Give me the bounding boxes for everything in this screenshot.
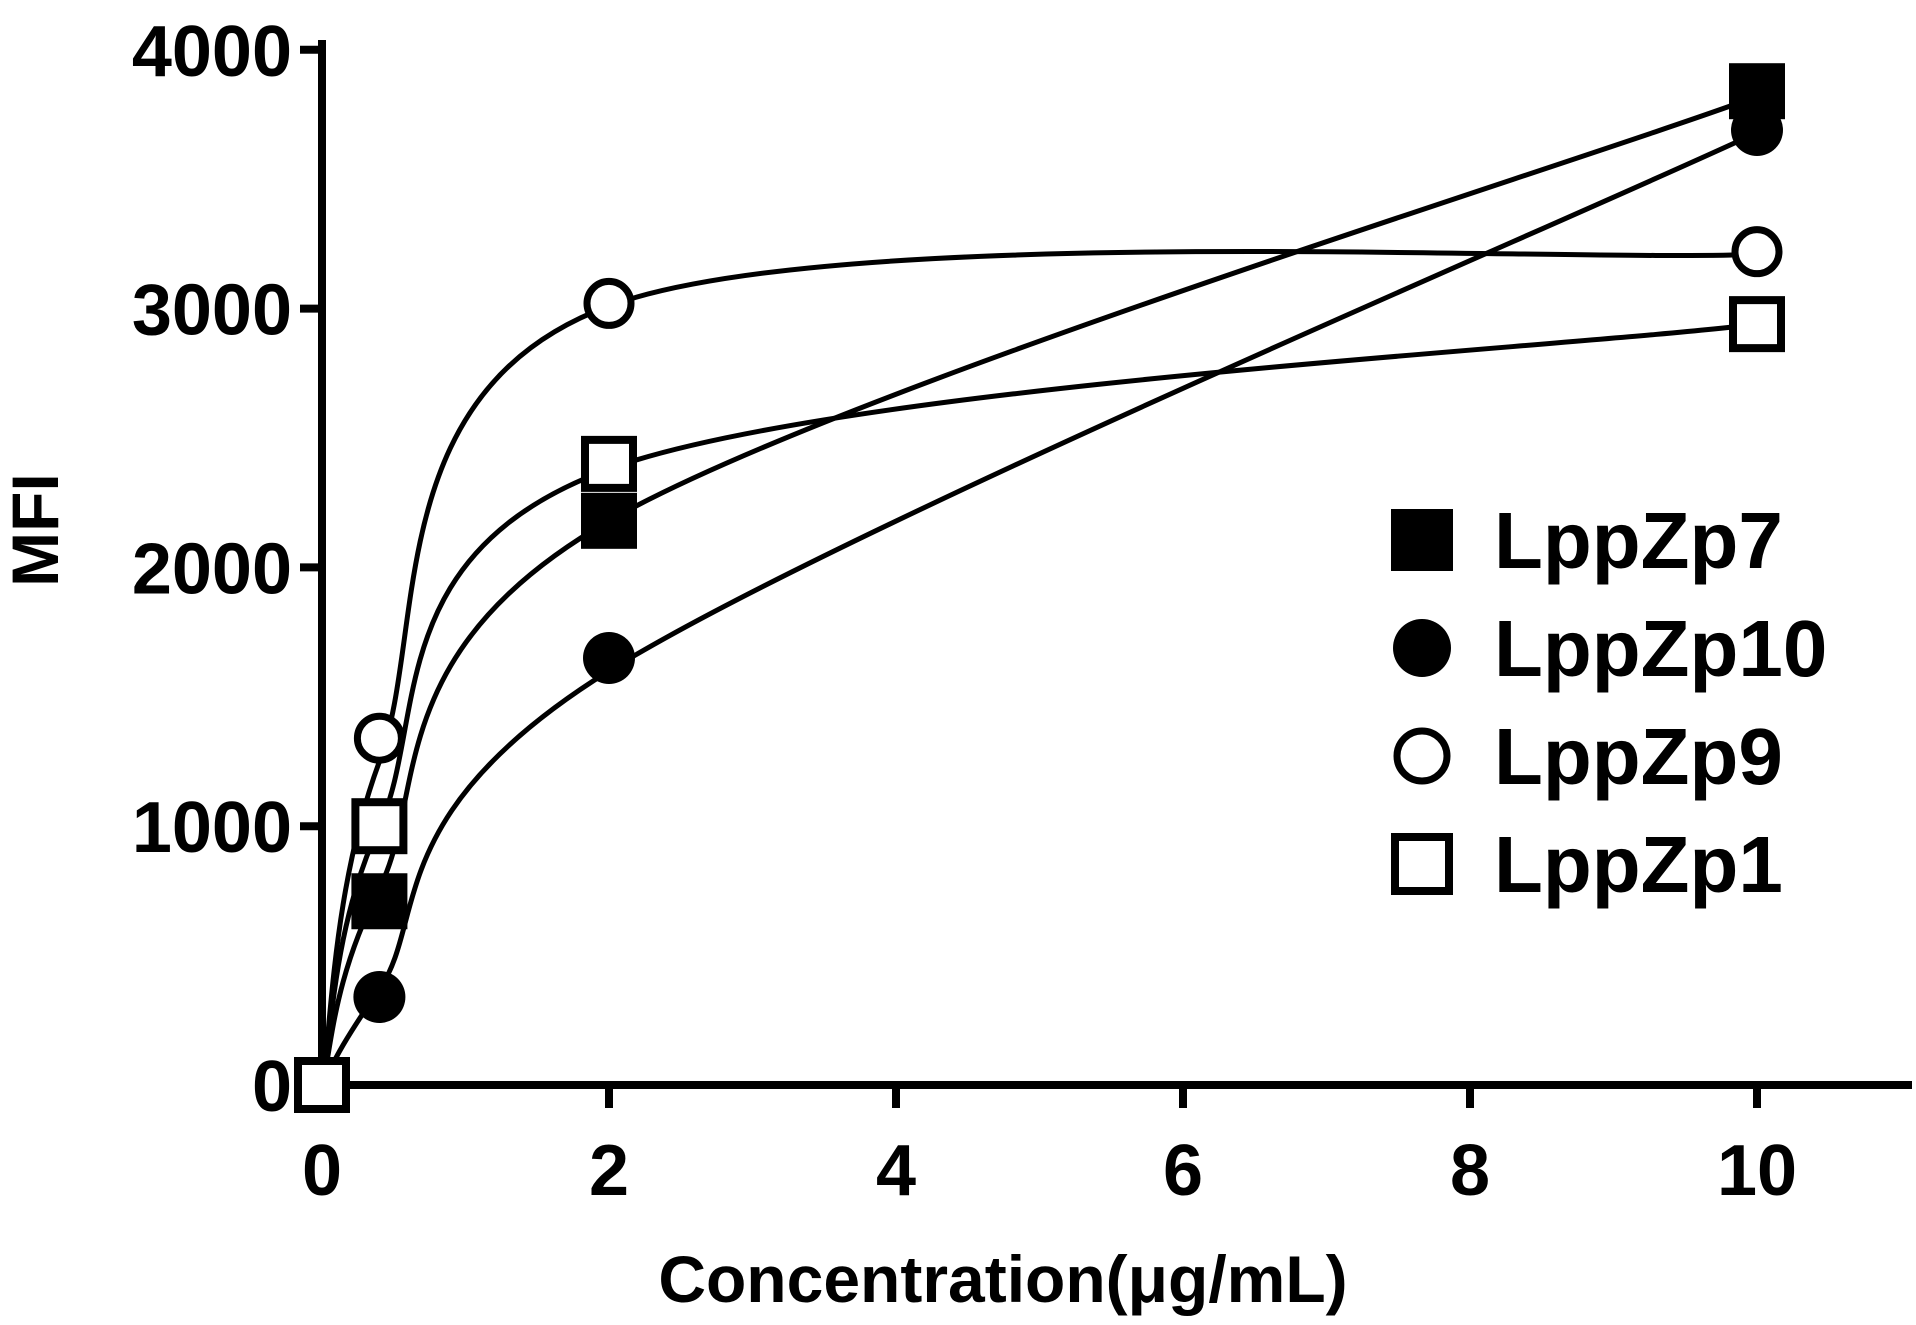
data-point-LppZp1 [351,798,408,855]
y-axis-ticks: 0 1000 2000 3000 4000 [132,12,322,1127]
x-tick-label: 0 [302,1131,342,1211]
data-point-LppZp7 [351,873,408,930]
data-point-LppZp10 [353,971,406,1024]
y-tick-label: 3000 [132,271,292,351]
x-tick-label: 8 [1450,1131,1490,1211]
data-point-LppZp10 [1731,104,1783,157]
x-axis-ticks: 0 2 4 6 8 10 [302,1085,1797,1211]
data-point-LppZp10 [583,631,635,684]
y-tick-label: 0 [252,1047,292,1127]
data-point-LppZp1 [581,435,637,492]
x-axis-title: Concentration(μg/mL) [658,1242,1347,1316]
y-tick-label: 1000 [132,788,292,868]
y-tick-label: 2000 [132,529,292,609]
legend-marker-LppZp10 [1393,619,1451,677]
data-markers [294,63,1785,1113]
data-point-LppZp1 [294,1057,350,1113]
fit-curve-LppZp9 [319,249,1758,1086]
x-tick-label: 4 [876,1131,916,1211]
y-tick-label: 4000 [132,12,292,92]
legend-marker-LppZp1 [1391,833,1453,895]
x-tick-label: 10 [1717,1131,1797,1211]
axes [318,40,1912,1089]
legend-marker-LppZp7 [1391,509,1453,571]
legend-label-LppZp1: LppZp1 [1494,820,1783,909]
x-tick-label: 2 [589,1131,629,1211]
data-point-LppZp7 [581,492,637,549]
legend-label-LppZp7: LppZp7 [1494,496,1783,585]
legend-marker-LppZp9 [1393,727,1451,785]
fit-curves [319,94,1759,1087]
data-point-LppZp9 [353,712,405,764]
data-point-LppZp1 [1729,296,1785,353]
y-axis-title: MFI [0,473,72,587]
legend: LppZp7 LppZp10 LppZp9 LppZp1 [1391,496,1827,909]
x-tick-label: 6 [1163,1131,1203,1211]
legend-label-LppZp10: LppZp10 [1494,604,1827,693]
legend-label-LppZp9: LppZp9 [1494,712,1783,801]
data-point-LppZp9 [583,277,635,329]
data-point-LppZp9 [1731,226,1783,278]
fit-curve-LppZp7 [319,94,1758,1086]
fit-curve-LppZp1 [319,321,1758,1086]
